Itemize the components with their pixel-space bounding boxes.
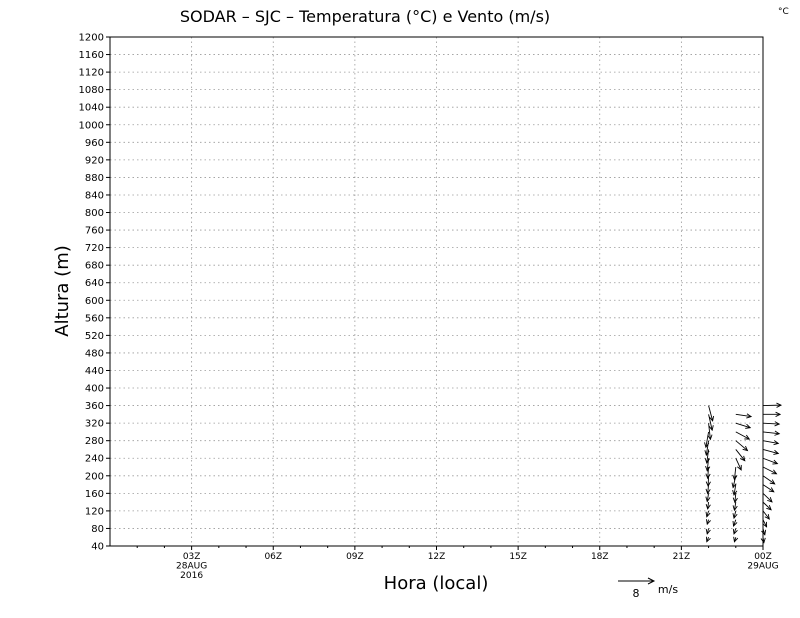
wind-vector <box>762 402 783 408</box>
wind-vector <box>762 457 779 465</box>
wind-vectors <box>704 402 783 544</box>
wind-vector <box>704 431 710 449</box>
wind-vector <box>762 493 773 503</box>
wind-vector <box>732 466 738 481</box>
y-axis-label: Altura (m) <box>52 245 73 337</box>
y-tick-label: 960 <box>85 138 104 149</box>
wind-vector <box>704 440 710 457</box>
y-tick-label: 440 <box>85 366 104 377</box>
x-tick-label: 21Z <box>673 552 691 562</box>
wind-vector <box>735 413 753 419</box>
y-tick-label: 520 <box>85 331 104 342</box>
y-tick-label: 280 <box>85 436 104 447</box>
y-tick-label: 1080 <box>79 85 104 96</box>
x-tick-label: 00Z <box>754 552 772 562</box>
wind-vector <box>732 528 738 535</box>
wind-vector <box>762 421 781 427</box>
plot-frame <box>109 36 764 547</box>
y-tick-label: 1120 <box>79 68 104 79</box>
y-tick-label: 480 <box>85 348 104 359</box>
wind-vector <box>732 510 738 520</box>
wind-vector <box>762 510 770 520</box>
grid-lines <box>110 37 763 546</box>
wind-vector <box>732 519 738 527</box>
y-tick-label: 1160 <box>79 50 104 61</box>
wind-vector <box>762 519 768 528</box>
wind-vector <box>735 422 752 429</box>
x-tick-label: 15Z <box>509 552 527 562</box>
y-tick-label: 560 <box>85 313 104 324</box>
wind-vector <box>762 430 781 436</box>
corner-unit-label: °C <box>778 7 789 17</box>
reference-unit: m/s <box>658 583 678 596</box>
reference-arrow-head <box>647 577 656 585</box>
reference-speed: 8 <box>633 587 640 600</box>
wind-vector <box>707 423 713 441</box>
y-tick-label: 240 <box>85 454 104 465</box>
y-tick-label: 760 <box>85 226 104 237</box>
y-tick-label: 1200 <box>79 33 104 44</box>
y-tick-label: 400 <box>85 384 104 395</box>
y-tick-label: 720 <box>85 243 104 254</box>
y-tick-label: 40 <box>91 542 104 553</box>
wind-vector <box>732 484 738 496</box>
wind-vector <box>762 449 780 455</box>
chart-title: SODAR – SJC – Temperatura (°C) e Vento (… <box>180 7 550 26</box>
wind-vector <box>735 449 746 462</box>
wind-vector <box>763 411 782 417</box>
reference-vector: 8 m/s <box>618 577 678 600</box>
x-tick-label: 12Z <box>428 552 446 562</box>
wind-vector <box>762 466 778 475</box>
wind-vector <box>705 519 711 526</box>
wind-vector <box>761 528 767 536</box>
y-tick-label: 360 <box>85 401 104 412</box>
x-axis-label: Hora (local) <box>384 573 489 594</box>
x-tick-label: 06Z <box>264 552 282 562</box>
wind-vector <box>705 528 711 535</box>
x-tick-label: 03Z <box>183 552 201 562</box>
y-tick-label: 160 <box>85 489 104 500</box>
wind-vector <box>705 536 711 543</box>
y-tick-label: 120 <box>85 506 104 517</box>
y-tick-label: 600 <box>85 296 104 307</box>
y-tick-label: 840 <box>85 190 104 201</box>
wind-vector <box>732 502 738 512</box>
y-tick-label: 80 <box>91 524 104 535</box>
wind-vector <box>733 536 739 543</box>
wind-vector <box>762 475 776 485</box>
wind-vector <box>705 502 711 510</box>
wind-vector <box>732 493 738 504</box>
y-tick-label: 880 <box>85 173 104 184</box>
y-tick-label: 200 <box>85 471 104 482</box>
wind-vector <box>735 431 751 440</box>
wind-vector <box>735 458 742 471</box>
wind-vector <box>762 440 780 446</box>
y-tick-label: 640 <box>85 278 104 289</box>
wind-vector <box>708 414 714 432</box>
x-tick-label: 28AUG <box>176 562 207 572</box>
y-tick-label: 920 <box>85 155 104 166</box>
y-axis-ticks: 40 80 120 160 200 240 280 320 360 400 440 480 520 560… <box>79 33 110 553</box>
x-tick-label: 09Z <box>346 552 364 562</box>
x-tick-label: 2016 <box>180 571 203 581</box>
y-tick-label: 800 <box>85 208 104 219</box>
x-tick-label: 18Z <box>591 552 609 562</box>
wind-vector <box>708 405 715 422</box>
y-tick-label: 1040 <box>79 103 104 114</box>
wind-vector <box>705 493 711 503</box>
y-tick-label: 1000 <box>79 120 104 131</box>
wind-vector <box>705 510 711 518</box>
wind-vector <box>762 484 775 493</box>
y-tick-label: 680 <box>85 261 104 272</box>
y-tick-label: 320 <box>85 419 104 430</box>
wind-vector <box>762 501 772 511</box>
wind-vector <box>735 440 749 452</box>
x-tick-label: 29AUG <box>747 562 778 572</box>
